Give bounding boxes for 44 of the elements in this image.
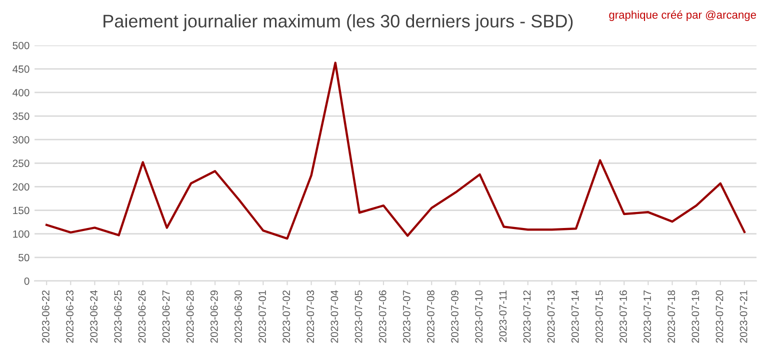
x-tick-label: 2023-07-17: [644, 290, 651, 343]
x-tick-label: 2023-07-15: [595, 290, 603, 343]
x-tick-label: 2023-07-01: [258, 290, 266, 343]
y-tick-label: 300: [12, 136, 30, 144]
x-tick-label: 2023-06-25: [114, 290, 122, 343]
x-tick-label: 2023-07-12: [523, 290, 531, 343]
y-tick-label: 500: [12, 42, 30, 50]
x-tick-label: 2023-07-05: [354, 290, 362, 343]
x-tick-label: 2023-07-04: [330, 290, 338, 343]
y-tick-label: 50: [18, 254, 30, 262]
x-tick-label: 2023-07-21: [740, 290, 748, 343]
x-tick-label: 2023-06-24: [90, 290, 98, 343]
x-tick-label: 2023-07-18: [668, 290, 676, 343]
y-tick-label: 250: [12, 160, 30, 168]
x-tick-label: 2023-07-10: [475, 290, 483, 343]
text: graphique créé par @arcange: [609, 10, 756, 21]
x-tick-label: 2023-06-22: [42, 290, 50, 343]
x-tick-label: 2023-07-03: [306, 290, 314, 343]
x-tick-label: 2023-07-09: [451, 290, 458, 343]
y-tick-label: 200: [12, 183, 30, 191]
x-tick-label: 2023-07-07: [402, 290, 410, 343]
x-tick-label: 2023-07-20: [716, 290, 724, 343]
x-tick-label: 2023-07-14: [571, 290, 579, 343]
y-tick-label: 350: [12, 112, 30, 120]
x-tick-label: 2023-06-26: [138, 290, 146, 343]
y-tick-label: 150: [13, 206, 30, 214]
x-tick-label: 2023-07-19: [692, 290, 700, 343]
x-tick-label: 2023-07-13: [547, 290, 555, 343]
chart-title: Paiement journalier maximum (les 30 derniers jours - SBD): [104, 14, 573, 32]
x-tick-label: 2023-06-23: [66, 290, 74, 343]
x-tick-label: 2023-07-11: [499, 290, 507, 342]
x-tick-label: 2023-06-27: [162, 290, 170, 343]
x-tick-label: 2023-06-28: [186, 290, 194, 343]
x-tick-label: 2023-07-16: [620, 290, 627, 343]
x-tick-label: 2023-07-02: [282, 290, 290, 343]
x-tick-label: 2023-06-29: [210, 290, 218, 343]
y-tick-label: 400: [12, 88, 30, 96]
y-tick-label: 0: [24, 277, 30, 285]
x-tick-label: 2023-07-06: [378, 290, 386, 343]
y-tick-label: 100: [13, 230, 30, 238]
line-series: [45, 62, 746, 240]
y-tick-label: 450: [12, 65, 30, 73]
x-tick-label: 2023-06-30: [234, 290, 242, 343]
x-tick-label: 2023-07-08: [427, 290, 434, 343]
